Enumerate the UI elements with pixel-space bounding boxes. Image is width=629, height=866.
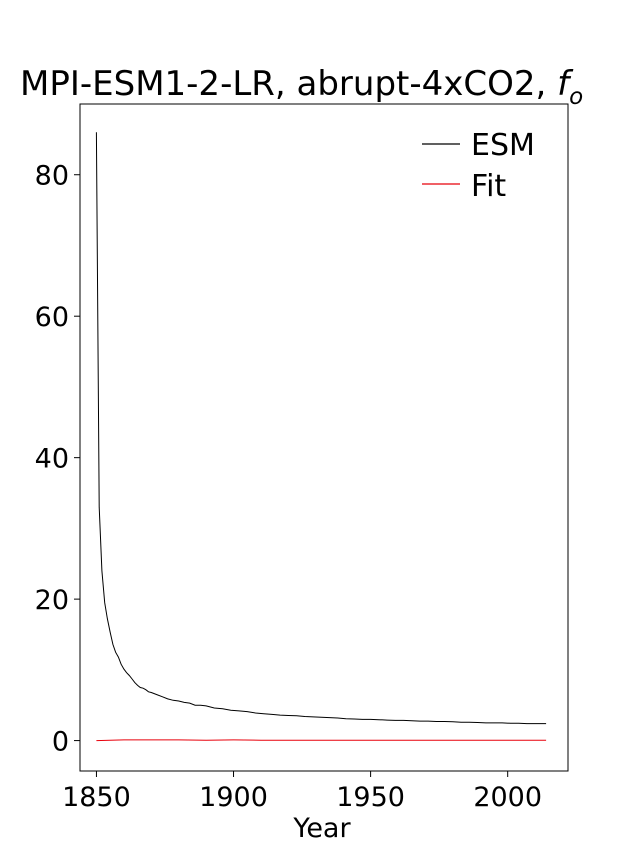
x-axis-label: Year <box>292 813 351 844</box>
x-tick-label-1950: 1950 <box>336 782 405 813</box>
legend-label-esm: ESM <box>471 128 535 163</box>
y-tick-label-80: 80 <box>35 161 69 192</box>
y-tick-label-40: 40 <box>35 444 69 475</box>
x-tick-label-1900: 1900 <box>199 782 268 813</box>
x-tick-label-1850: 1850 <box>62 782 131 813</box>
legend-label-fit: Fit <box>471 169 506 204</box>
y-tick-label-0: 0 <box>52 727 69 758</box>
series-line-fit <box>96 739 547 742</box>
y-tick-label-60: 60 <box>35 302 69 333</box>
series-layer <box>95 132 547 742</box>
series-line-esm <box>95 132 547 725</box>
plot-area <box>79 103 569 772</box>
chart-title: MPI-ESM1-2-LR, abrupt-4xCO2, fo <box>20 64 583 110</box>
chart-title-subscript: o <box>569 84 583 110</box>
y-tick-label-20: 20 <box>35 585 69 616</box>
x-tick-label-2000: 2000 <box>473 782 542 813</box>
tick-layer: 1850 1900 1950 2000 0 20 40 60 80 <box>35 161 542 813</box>
legend: ESM Fit <box>422 128 535 204</box>
chart-title-text: MPI-ESM1-2-LR, abrupt-4xCO2, <box>20 64 557 104</box>
